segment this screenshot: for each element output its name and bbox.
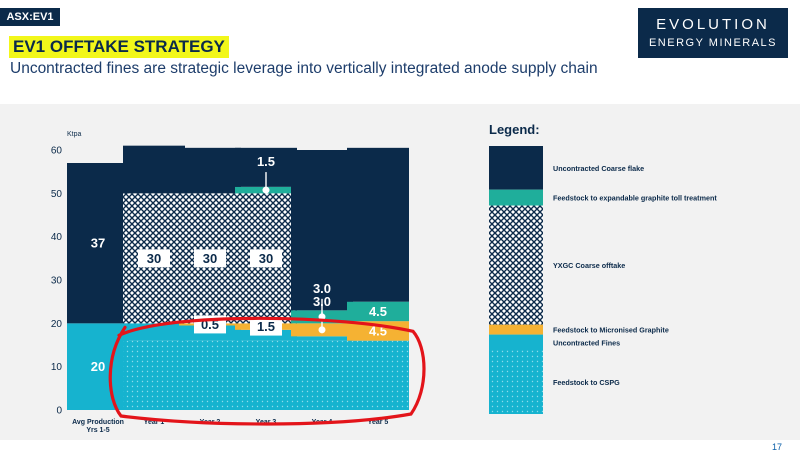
bar-segment-ufines — [291, 336, 353, 341]
bar-segment-cspg — [347, 340, 409, 410]
y-axis-label: Ktpa — [67, 131, 82, 138]
stacked-bar-chart: Ktpa 0 10 20 30 40 50 60 Avg Production Yrs 1-5 Ye… — [51, 122, 717, 434]
legend-swatch-ufines — [489, 334, 543, 351]
y-tick-label: 20 — [51, 319, 63, 330]
bar-segment-ucoarse — [123, 145, 185, 194]
y-tick-label: 30 — [51, 276, 63, 287]
page-title: EV1 OFFTAKE STRATEGY — [9, 36, 229, 58]
legend-label-micro: Feedstock to Micronised Graphite — [553, 326, 669, 335]
data-label: 3.0 — [313, 281, 331, 296]
logo-line-2: ENERGY MINERALS — [648, 37, 778, 49]
legend-label-ucoarse: Uncontracted Coarse flake — [553, 164, 644, 173]
data-label: 20 — [91, 359, 105, 374]
data-label: 4.5 — [369, 304, 387, 319]
bar-segment-expand — [347, 301, 409, 322]
legend-label-ufines: Uncontracted Fines — [553, 339, 620, 348]
bar-segment-cspg — [235, 340, 297, 410]
bar-segment-cspg — [123, 340, 185, 410]
legend-label-cspg: Feedstock to CSPG — [553, 378, 620, 387]
y-tick-label: 40 — [51, 232, 63, 243]
bar-segment-ucoarse — [179, 147, 241, 194]
legend-title: Legend: — [489, 122, 540, 137]
legend-swatch-micro — [489, 324, 543, 335]
data-label: 3.0 — [313, 294, 331, 309]
legend-swatch-cspg — [489, 350, 543, 414]
bar-segment-cspg — [291, 340, 353, 410]
data-label: 30 — [259, 251, 273, 266]
x-category-label: Avg Production Yrs 1-5 — [72, 419, 124, 434]
bar-segment-ucoarse — [291, 150, 353, 311]
legend-swatch-yxgc — [489, 205, 543, 325]
data-label-box — [250, 317, 282, 336]
logo-line-1: EVOLUTION — [656, 16, 770, 33]
data-label-box — [138, 249, 170, 268]
data-label-box — [250, 249, 282, 268]
page-number: 17 — [771, 442, 782, 452]
callout-dot — [318, 326, 326, 334]
legend-label-expand: Feedstock to expandable graphite toll tr… — [553, 194, 717, 203]
data-label: 37 — [91, 236, 105, 251]
chart-panel: Ktpa 0 10 20 30 40 50 60 Avg Production Yrs 1-5 Ye… — [0, 104, 800, 440]
legend-swatch-ucoarse — [489, 146, 543, 190]
y-tick-label: 60 — [51, 146, 63, 157]
legend-label-yxgc: YXGC Coarse offtake — [553, 261, 625, 270]
page-subtitle: Uncontracted fines are strategic leverag… — [10, 60, 598, 77]
x-category-label: Year 5 — [368, 419, 389, 426]
legend-swatch-expand — [489, 189, 543, 206]
bar-segment-ucoarse — [67, 163, 129, 324]
callout-dot — [262, 186, 270, 194]
company-logo: EVOLUTION ENERGY MINERALS — [638, 8, 788, 58]
y-tick-label: 0 — [56, 406, 62, 417]
data-label-box — [194, 249, 226, 268]
x-category-label: Year 1 — [144, 419, 165, 426]
y-tick-label: 10 — [51, 362, 63, 373]
data-label: 30 — [147, 251, 161, 266]
data-label: 30 — [203, 251, 217, 266]
bar-segment-cspg — [179, 340, 241, 410]
data-label: 1.5 — [257, 154, 275, 169]
y-tick-label: 50 — [51, 189, 63, 200]
data-label: 1.5 — [257, 319, 275, 334]
red-annotation-circle — [108, 316, 426, 426]
ticker-tag: ASX:EV1 — [0, 8, 60, 26]
bar-segment-ucoarse — [347, 147, 409, 302]
